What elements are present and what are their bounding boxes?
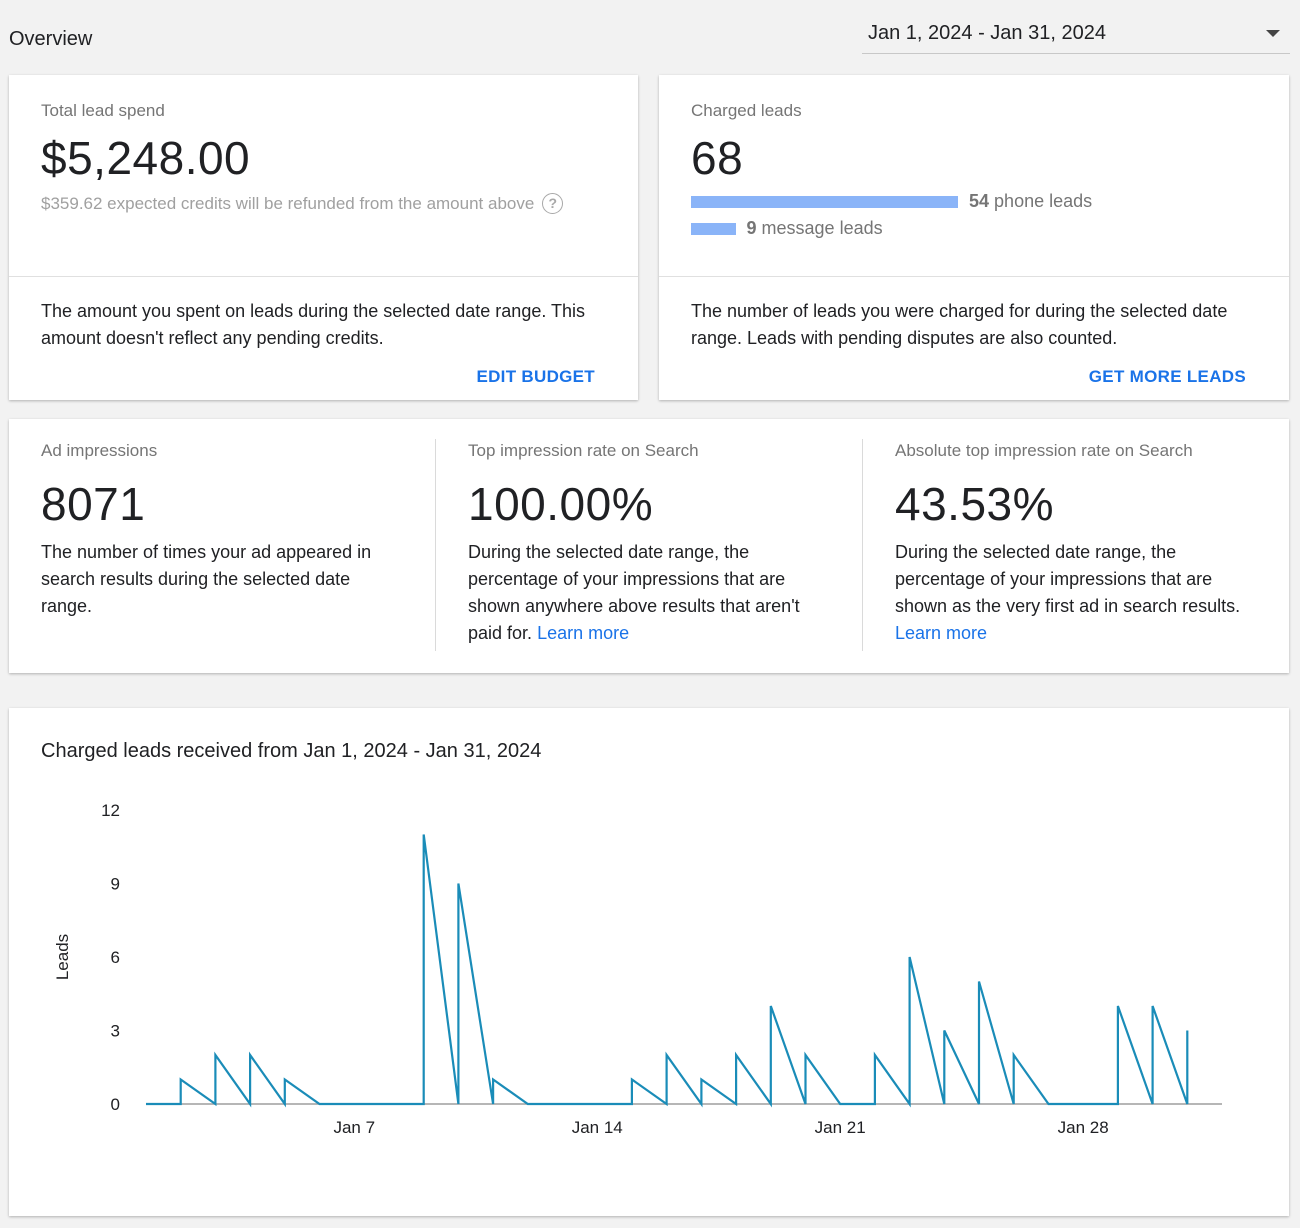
lead-spend-value: $5,248.00 xyxy=(41,132,251,184)
y-tick-label: 3 xyxy=(111,1022,120,1041)
metric-description: The number of times your ad appeared in … xyxy=(41,539,401,620)
metric-description: During the selected date range, the perc… xyxy=(468,539,828,647)
leads-series-line xyxy=(146,834,1189,1108)
charged-leads-chart-card: Charged leads received from Jan 1, 2024 … xyxy=(9,708,1289,1216)
y-tick-label: 6 xyxy=(111,948,120,967)
overview-title: Overview xyxy=(9,28,93,50)
leads-line-chart: Leads 0 3 6 9 12 Jan 7 Jan 14 Jan 21 Jan 28 xyxy=(53,801,1222,1137)
metric-label: Top impression rate on Search xyxy=(468,441,699,460)
x-tick-label: Jan 14 xyxy=(572,1118,623,1137)
lead-spend-label: Total lead spend xyxy=(41,101,165,120)
metric-description: During the selected date range, the perc… xyxy=(895,539,1255,647)
message-leads-text: 9 message leads xyxy=(747,218,883,239)
metric-value: 43.53% xyxy=(895,478,1055,530)
phone-leads-bar xyxy=(691,195,958,208)
lead-spend-card: Total lead spend $5,248.00 $359.62 expec… xyxy=(9,75,638,400)
metric-label: Ad impressions xyxy=(41,441,158,460)
y-tick-label: 9 xyxy=(111,875,120,894)
charged-leads-value: 68 xyxy=(691,132,744,184)
x-tick-label: Jan 7 xyxy=(333,1118,375,1137)
metric-divider xyxy=(435,439,436,651)
message-leads-bar xyxy=(691,222,736,235)
message-leads-row: 9 message leads xyxy=(691,218,883,239)
refund-note: $359.62 expected credits will be refunde… xyxy=(41,193,564,214)
metric-absolute-top-impression-rate: Absolute top impression rate on Search 4… xyxy=(863,419,1289,673)
metric-description-text: During the selected date range, the perc… xyxy=(468,542,800,643)
message-leads-label: message leads xyxy=(761,218,883,238)
metric-value: 8071 xyxy=(41,478,146,530)
metric-label: Absolute top impression rate on Search xyxy=(895,441,1193,460)
phone-leads-row: 54 phone leads xyxy=(691,191,1092,212)
x-tick-label: Jan 28 xyxy=(1058,1118,1109,1137)
help-icon[interactable]: ? xyxy=(542,193,564,214)
charged-leads-summary: Charged leads 68 54 phone leads 9 messag… xyxy=(659,75,1289,277)
lead-spend-description: The amount you spent on leads during the… xyxy=(41,301,586,348)
metric-ad-impressions: Ad impressions 8071 The number of times … xyxy=(9,419,436,673)
learn-more-link[interactable]: Learn more xyxy=(537,623,630,643)
chevron-down-icon[interactable] xyxy=(1266,30,1280,37)
date-range-select[interactable]: Jan 1, 2024 - Jan 31, 2024 xyxy=(862,18,1290,54)
refund-note-text: $359.62 expected credits will be refunde… xyxy=(41,193,535,213)
date-range-value: Jan 1, 2024 - Jan 31, 2024 xyxy=(868,22,1106,44)
phone-leads-count: 54 xyxy=(969,191,990,211)
y-tick-label: 12 xyxy=(101,801,120,820)
edit-budget-button[interactable]: EDIT BUDGET xyxy=(476,367,595,386)
phone-leads-text: 54 phone leads xyxy=(969,191,1092,212)
get-more-leads-button[interactable]: GET MORE LEADS xyxy=(1088,367,1246,386)
charged-leads-description: The number of leads you were charged for… xyxy=(691,301,1228,348)
phone-leads-label: phone leads xyxy=(994,191,1093,211)
metric-description-text: During the selected date range, the perc… xyxy=(895,542,1241,616)
y-tick-label: 0 xyxy=(111,1095,120,1114)
metric-description-text: The number of times your ad appeared in … xyxy=(41,542,372,616)
y-axis-label: Leads xyxy=(53,934,72,980)
metric-divider xyxy=(862,439,863,651)
x-tick-label: Jan 21 xyxy=(815,1118,866,1137)
learn-more-link[interactable]: Learn more xyxy=(895,623,988,643)
charged-leads-card: Charged leads 68 54 phone leads 9 messag… xyxy=(659,75,1289,400)
chart-title: Charged leads received from Jan 1, 2024 … xyxy=(41,740,542,762)
message-leads-count: 9 xyxy=(746,218,757,238)
charged-leads-label: Charged leads xyxy=(691,101,802,120)
lead-spend-summary: Total lead spend $5,248.00 $359.62 expec… xyxy=(9,75,638,277)
impression-metrics-card: Ad impressions 8071 The number of times … xyxy=(9,419,1289,673)
metric-value: 100.00% xyxy=(468,478,654,530)
metric-top-impression-rate: Top impression rate on Search 100.00% Du… xyxy=(436,419,863,673)
